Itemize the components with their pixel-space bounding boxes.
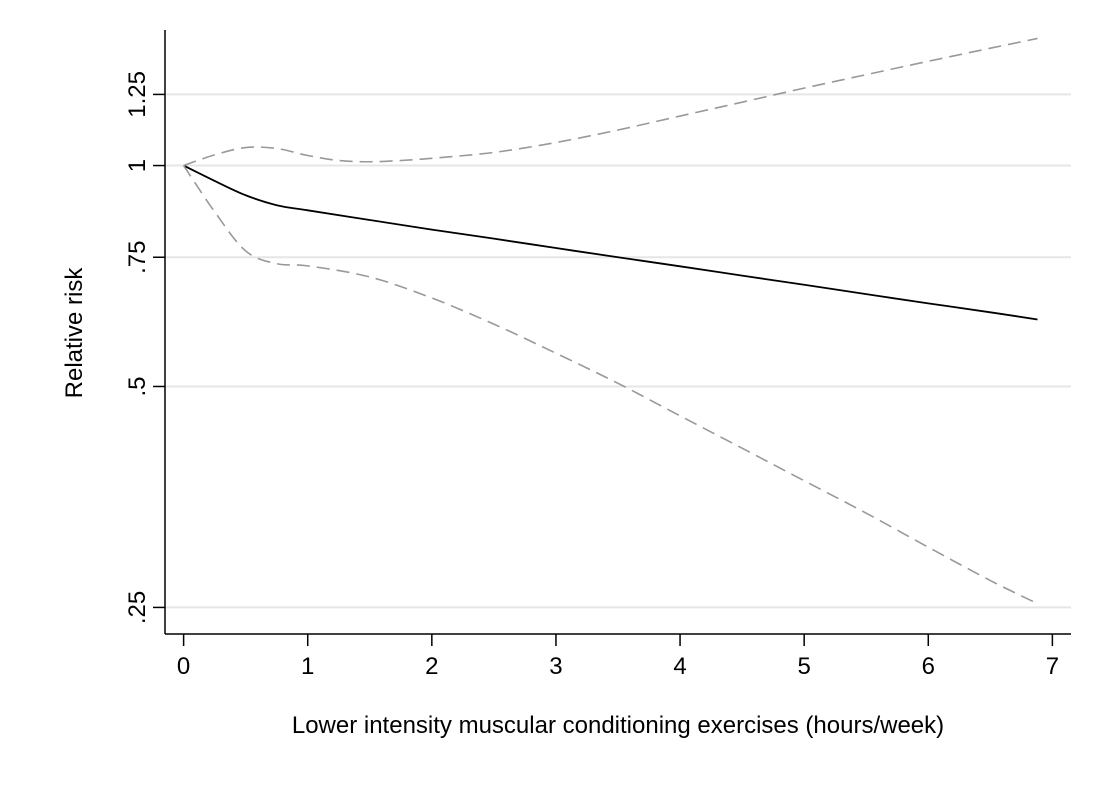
- upper-ci-line: [183, 37, 1038, 167]
- x-axis-title: Lower intensity muscular conditioning ex…: [292, 712, 944, 739]
- x-tick-label: 3: [549, 653, 562, 680]
- series-layer: [182, 37, 1038, 605]
- x-tick-label: 1: [301, 653, 314, 680]
- y-tick-label: .75: [124, 241, 151, 274]
- gridlines: [165, 93, 1071, 609]
- x-tick-label: 6: [922, 653, 935, 680]
- x-tick-label: 4: [673, 653, 686, 680]
- y-axis-title: Relative risk: [61, 267, 88, 399]
- y-tick-label: .25: [124, 591, 151, 624]
- x-tick-label: 2: [425, 653, 438, 680]
- y-ticks: .25 .5 .75 1 1.25: [124, 71, 165, 624]
- lower-ci-line: [182, 165, 1038, 605]
- y-tick-label: 1.25: [124, 71, 151, 118]
- estimate-line: [183, 164, 1038, 321]
- axes: [164, 30, 1071, 635]
- x-ticks: 0 1 2 3 4 5 6 7: [177, 634, 1059, 680]
- x-tick-label: 0: [177, 653, 190, 680]
- x-tick-label: 5: [797, 653, 810, 680]
- y-tick-label: 1: [124, 159, 151, 172]
- y-tick-label: .5: [124, 376, 151, 396]
- x-tick-label: 7: [1046, 653, 1059, 680]
